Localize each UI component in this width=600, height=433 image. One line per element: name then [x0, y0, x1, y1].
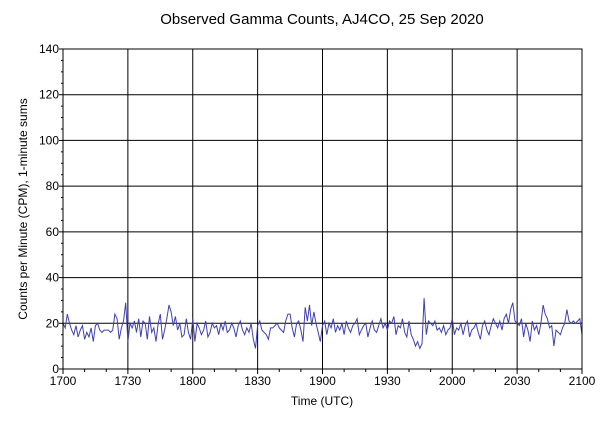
y-tick-label: 60 — [46, 225, 60, 239]
y-tick-label: 100 — [39, 133, 59, 147]
grid — [63, 49, 582, 369]
y-tick-label: 20 — [46, 316, 60, 330]
x-tick-label: 2100 — [569, 374, 596, 388]
y-tick-label: 80 — [46, 179, 60, 193]
x-tick-label: 1930 — [374, 374, 401, 388]
tick-labels: 0 20 40 60 80 100 120 140 1700 1730 1800 1830 1900 19… — [39, 42, 596, 388]
x-tick-label: 1730 — [115, 374, 142, 388]
x-tick-label: 1830 — [244, 374, 271, 388]
x-tick-label: 2000 — [439, 374, 466, 388]
y-axis-label: Counts per Minute (CPM), 1-minute sums — [16, 98, 30, 319]
y-tick-label: 120 — [39, 88, 59, 102]
x-tick-label: 1700 — [50, 374, 77, 388]
series-line-counts — [62, 298, 583, 350]
x-tick-label: 1800 — [179, 374, 206, 388]
x-axis-label: Time (UTC) — [291, 394, 353, 408]
y-tick-label: 140 — [39, 42, 59, 56]
x-tick-label: 2030 — [504, 374, 531, 388]
y-tick-label: 0 — [52, 362, 59, 376]
chart-title: Observed Gamma Counts, AJ4CO, 25 Sep 202… — [160, 11, 484, 28]
plot-frame — [62, 48, 583, 370]
y-tick-label: 40 — [46, 271, 60, 285]
x-tick-label: 1900 — [309, 374, 336, 388]
